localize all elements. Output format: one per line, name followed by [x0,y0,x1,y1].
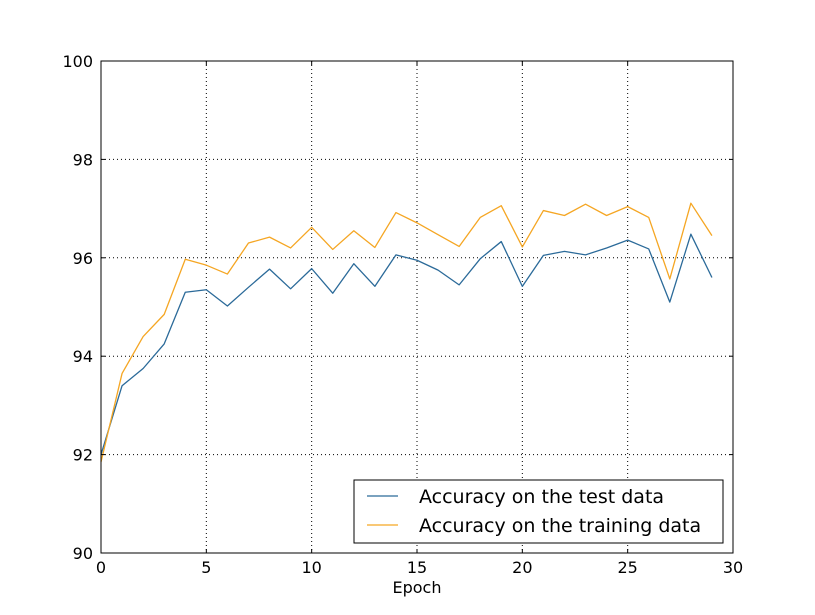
x-tick-label: 10 [301,558,321,577]
plot-frame [100,60,734,554]
x-tick-label: 30 [723,558,743,577]
x-tick-label: 25 [617,558,637,577]
y-tick-label: 98 [73,150,93,169]
legend-label-1: Accuracy on the training data [419,515,701,537]
axis-ticks: 0 5 10 15 20 25 30 90 92 94 96 98 100 [62,52,743,577]
legend-box [353,479,724,544]
series-line-1 [100,202,713,463]
y-tick-label: 94 [73,347,93,366]
y-tick-label: 96 [73,249,93,268]
series-line-0 [100,233,713,455]
x-tick-label: 0 [96,558,106,577]
x-tick-label: 5 [201,558,211,577]
legend-label-0: Accuracy on the test data [419,486,664,508]
grid-lines [101,61,733,553]
legend: Accuracy on the test data Accuracy on the… [353,479,724,544]
x-tick-label: 20 [512,558,532,577]
y-tick-label: 100 [62,52,93,71]
x-tick-label: 15 [407,558,427,577]
series-lines [100,202,713,463]
y-tick-label: 90 [73,544,93,563]
x-axis-label: Epoch [393,578,442,597]
y-tick-label: 92 [73,446,93,465]
